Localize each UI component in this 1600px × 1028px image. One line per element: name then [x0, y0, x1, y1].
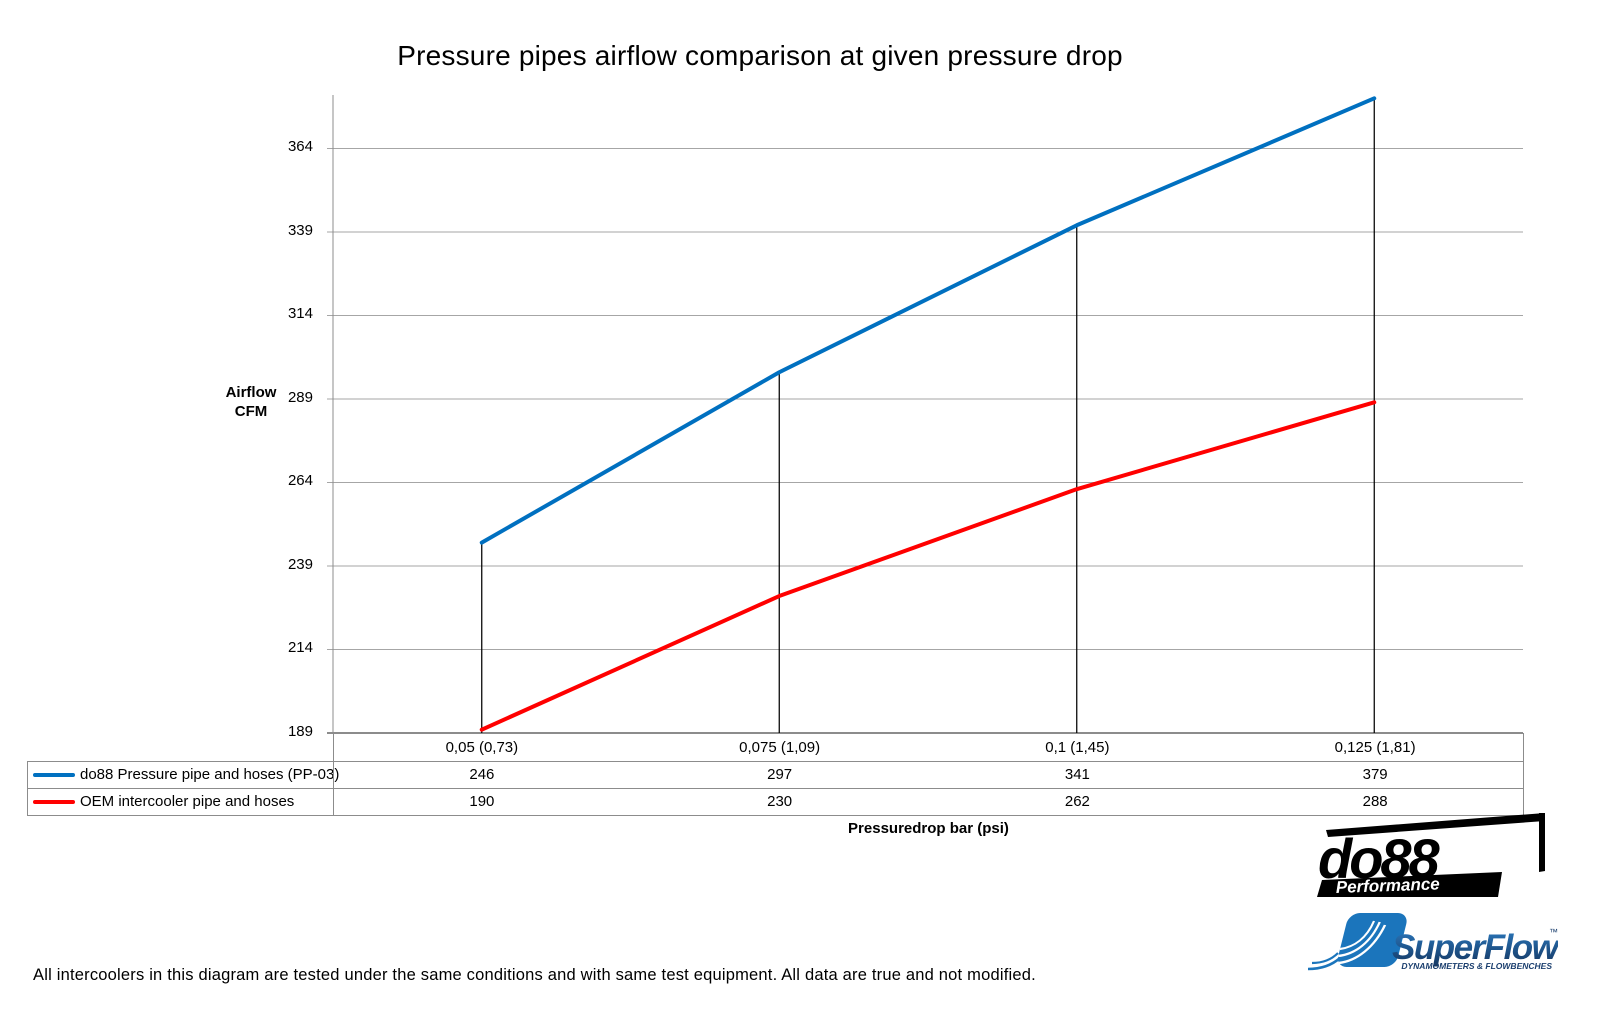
series-line-1 — [479, 400, 1377, 732]
y-tick-label: 289 — [287, 388, 313, 406]
superflow-trademark: ™ — [1549, 927, 1558, 937]
table-value: 297 — [767, 766, 793, 783]
line-chart-plot — [327, 95, 1523, 734]
superflow-swoosh-tail-icon — [1307, 957, 1341, 971]
series-line-0 — [479, 96, 1377, 545]
superflow-swoosh-tail-icon — [1311, 952, 1339, 965]
red-line-swatch-icon — [33, 799, 75, 804]
do88-logo-right-bar-icon — [1539, 813, 1545, 872]
y-tick-label: 339 — [287, 221, 313, 239]
do88-logo-subtext: Performance — [1335, 874, 1440, 897]
table-value: 379 — [1362, 766, 1388, 783]
y-tick-label: 239 — [287, 555, 313, 573]
x-axis-category: 0,1 (1,45) — [1045, 738, 1110, 756]
y-tick-label: 264 — [287, 472, 313, 490]
table-value: 341 — [1064, 766, 1090, 783]
table-row-oem: OEM intercooler pipe and hoses 190 230 2… — [27, 788, 1524, 815]
do88-performance-logo: do88 Performance — [1317, 813, 1545, 897]
table-border — [27, 788, 1524, 789]
table-border — [27, 815, 1524, 816]
table-value: 230 — [767, 793, 793, 810]
x-axis-category-row: 0,05 (0,73) 0,075 (1,09) 0,1 (1,45) 0,12… — [333, 733, 1524, 761]
superflow-swoosh-icon — [1337, 913, 1407, 967]
superflow-logo-subtext: DYNAMOMETERS & FLOWBENCHES — [1401, 961, 1552, 971]
table-border — [27, 761, 1524, 762]
blue-line-swatch-icon — [33, 772, 75, 777]
table-border — [1523, 733, 1524, 815]
table-value: 246 — [469, 766, 495, 783]
series-label: do88 Pressure pipe and hoses (PP-03) — [80, 766, 340, 783]
x-axis-category: 0,05 (0,73) — [445, 738, 519, 756]
y-tick-label: 189 — [287, 723, 313, 740]
table-border — [27, 761, 28, 815]
y-tick-label: 364 — [287, 138, 313, 156]
y-tick-label: 214 — [287, 639, 313, 657]
footer-disclaimer: All intercoolers in this diagram are tes… — [33, 966, 1036, 984]
superflow-logo: SuperFlow ™ DYNAMOMETERS & FLOWBENCHES — [1307, 913, 1558, 971]
series-label: OEM intercooler pipe and hoses — [80, 793, 295, 810]
legend-entry-do88: do88 Pressure pipe and hoses (PP-03) — [27, 766, 339, 783]
y-axis-title-line2: CFM — [234, 403, 268, 420]
y-tick-label: 314 — [287, 305, 313, 323]
x-axis-category: 0,075 (1,09) — [739, 738, 821, 756]
table-value: 190 — [469, 793, 495, 810]
legend-entry-oem: OEM intercooler pipe and hoses — [27, 793, 333, 810]
do88-logo-bottom-bar-icon — [1317, 872, 1502, 897]
y-axis-title-line1: Airflow — [225, 384, 277, 401]
table-border — [333, 733, 334, 815]
do88-logo-top-bar-icon — [1326, 813, 1545, 837]
table-row-do88: do88 Pressure pipe and hoses (PP-03) 246… — [27, 761, 1524, 788]
x-axis-title: Pressuredrop bar (psi) — [848, 820, 1009, 837]
table-value: 262 — [1064, 793, 1090, 810]
superflow-logo-text: SuperFlow — [1392, 928, 1558, 967]
x-axis-category: 0,125 (1,81) — [1334, 738, 1416, 756]
y-axis-title: Airflow CFM — [200, 383, 302, 421]
chart-title: Pressure pipes airflow comparison at giv… — [397, 40, 1123, 71]
table-value: 288 — [1362, 793, 1388, 810]
